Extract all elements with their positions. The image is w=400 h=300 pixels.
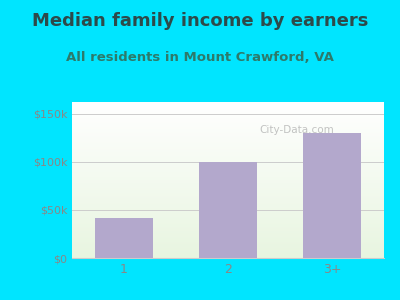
Bar [96,218,153,258]
Text: City-Data.com: City-Data.com [259,125,334,135]
Bar [303,133,361,258]
Bar [199,162,257,258]
Text: All residents in Mount Crawford, VA: All residents in Mount Crawford, VA [66,51,334,64]
Text: Median family income by earners: Median family income by earners [32,12,368,30]
